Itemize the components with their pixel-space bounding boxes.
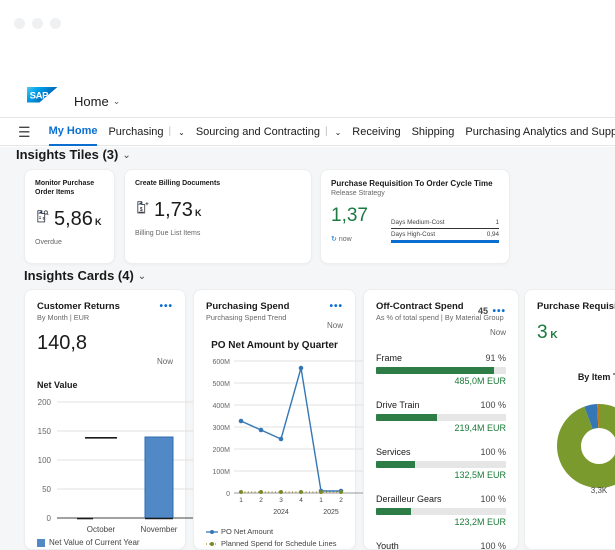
svg-text:600M: 600M	[212, 359, 230, 366]
svg-text:0: 0	[47, 514, 52, 523]
svg-text:100M: 100M	[212, 469, 230, 476]
svg-text:SAP: SAP	[29, 90, 49, 101]
svg-text:100: 100	[38, 456, 52, 465]
svg-text:150: 150	[38, 427, 52, 436]
svg-text:2: 2	[339, 497, 343, 504]
svg-text:200M: 200M	[212, 447, 230, 454]
svg-text:3: 3	[279, 497, 283, 504]
svg-text:2024: 2024	[273, 509, 289, 516]
svg-text:50: 50	[42, 485, 51, 494]
svg-text:October: October	[87, 525, 116, 534]
svg-text:1: 1	[319, 497, 323, 504]
svg-text:300M: 300M	[212, 425, 230, 432]
svg-text:400M: 400M	[212, 403, 230, 410]
svg-text:0: 0	[226, 491, 230, 498]
svg-text:2: 2	[259, 497, 263, 504]
svg-text:500M: 500M	[212, 381, 230, 388]
svg-text:2025: 2025	[323, 509, 339, 516]
svg-text:200: 200	[38, 398, 52, 407]
svg-text:November: November	[141, 525, 178, 534]
svg-text:1: 1	[239, 497, 243, 504]
svg-text:4: 4	[299, 497, 303, 504]
svg-text:3,3K: 3,3K	[591, 486, 608, 495]
svg-text:$: $	[43, 216, 45, 220]
